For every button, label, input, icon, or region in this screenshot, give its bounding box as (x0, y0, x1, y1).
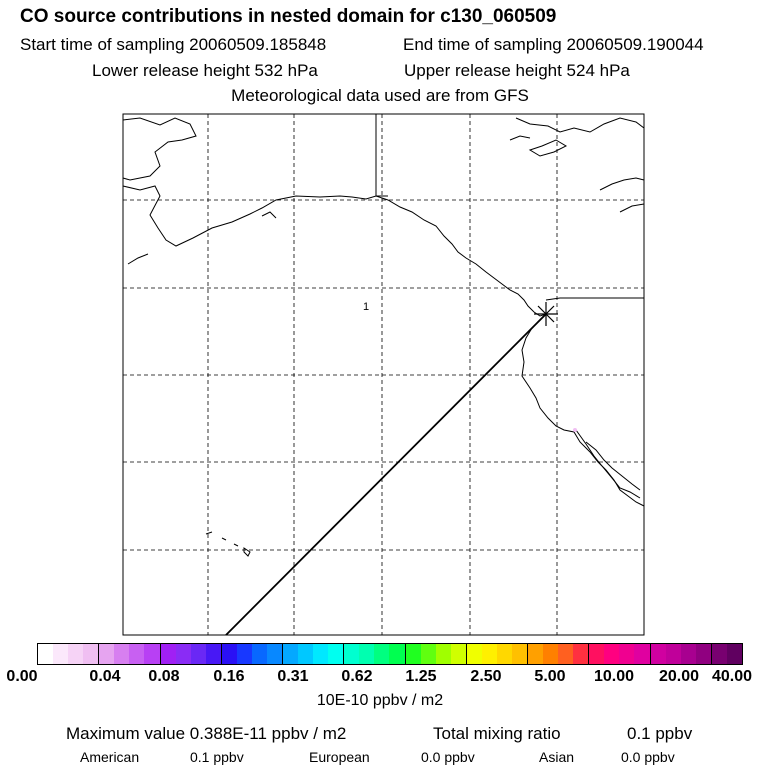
total-mixing-label: Total mixing ratio (433, 724, 561, 743)
colorbar-swatch (160, 644, 176, 664)
colorbar-swatch (298, 644, 314, 664)
colorbar-swatch (528, 644, 544, 664)
colorbar-tick: 0.62 (341, 668, 373, 685)
colorbar-swatch (435, 644, 451, 664)
colorbar-swatch (558, 644, 574, 664)
colorbar-swatch (53, 644, 69, 664)
colorbar-tick: 5.00 (534, 668, 566, 685)
colorbar-swatch (726, 644, 742, 664)
colorbar-swatch (589, 644, 605, 664)
colorbar-swatch (68, 644, 84, 664)
colorbar-swatch (205, 644, 222, 664)
colorbar-swatch (38, 644, 54, 664)
colorbar-swatch (190, 644, 206, 664)
colorbar-swatch (129, 644, 145, 664)
colorbar (37, 643, 743, 665)
colorbar-swatch (374, 644, 390, 664)
source-hotspot (573, 428, 577, 432)
colorbar-units: 10E-10 ppbv / m2 (316, 692, 444, 709)
colorbar-swatch (420, 644, 436, 664)
colorbar-tick: 1.25 (405, 668, 437, 685)
european-value: 0.0 ppbv (421, 749, 475, 765)
colorbar-swatch (175, 644, 191, 664)
colorbar-tick: 10.00 (593, 668, 635, 685)
colorbar-swatch (695, 644, 712, 664)
upper-release-height: Upper release height 524 hPa (404, 61, 630, 80)
colorbar-swatch (573, 644, 590, 664)
colorbar-swatch (359, 644, 375, 664)
colorbar-swatch (313, 644, 329, 664)
marker-label: 1 (363, 301, 369, 313)
colorbar-swatch (496, 644, 512, 664)
colorbar-swatch (99, 644, 115, 664)
plot-title: CO source contributions in nested domain… (20, 6, 557, 27)
colorbar-tick: 0.04 (89, 668, 121, 685)
max-value: Maximum value 0.388E-11 ppbv / m2 (66, 724, 347, 743)
colorbar-tick: 20.00 (658, 668, 700, 685)
colorbar-swatch (83, 644, 100, 664)
colorbar-swatch (680, 644, 696, 664)
colorbar-swatch (283, 644, 299, 664)
colorbar-tick: 2.50 (470, 668, 502, 685)
colorbar-swatch (389, 644, 406, 664)
colorbar-tick: 0.08 (148, 668, 180, 685)
colorbar-swatch (450, 644, 467, 664)
met-data-source: Meteorological data used are from GFS (231, 86, 529, 105)
asian-label: Asian (539, 749, 575, 765)
receptor-marker (534, 302, 558, 326)
colorbar-swatch (236, 644, 252, 664)
colorbar-swatch (221, 644, 237, 664)
trajectory-line (225, 313, 547, 636)
european-label: European (309, 749, 370, 765)
end-time: End time of sampling 20060509.190044 (403, 35, 704, 54)
colorbar-swatch (251, 644, 267, 664)
colorbar-swatch (543, 644, 559, 664)
colorbar-swatch (650, 644, 666, 664)
american-label: American (80, 749, 140, 765)
colorbar-swatch (144, 644, 161, 664)
colorbar-swatch (266, 644, 283, 664)
colorbar-swatch (711, 644, 727, 664)
lower-release-height: Lower release height 532 hPa (92, 61, 318, 80)
colorbar-swatch (634, 644, 651, 664)
asian-value: 0.0 ppbv (621, 749, 675, 765)
colorbar-swatch (665, 644, 681, 664)
coastlines (122, 114, 645, 557)
colorbar-swatch (604, 644, 620, 664)
grid-lines (123, 114, 644, 635)
total-mixing-value: 0.1 ppbv (627, 724, 693, 743)
colorbar-swatch (328, 644, 345, 664)
map-frame (122, 113, 645, 636)
colorbar-tick: 0.00 (6, 668, 38, 685)
start-time: Start time of sampling 20060509.185848 (20, 35, 327, 54)
colorbar-swatch (405, 644, 421, 664)
colorbar-tick: 0.31 (277, 668, 309, 685)
colorbar-tick: 0.16 (213, 668, 245, 685)
colorbar-swatch (619, 644, 635, 664)
colorbar-swatch (466, 644, 482, 664)
colorbar-swatch (511, 644, 528, 664)
colorbar-swatch (481, 644, 497, 664)
colorbar-swatch (344, 644, 360, 664)
colorbar-tick: 40.00 (711, 668, 753, 685)
american-value: 0.1 ppbv (190, 749, 244, 765)
colorbar-swatch (114, 644, 130, 664)
